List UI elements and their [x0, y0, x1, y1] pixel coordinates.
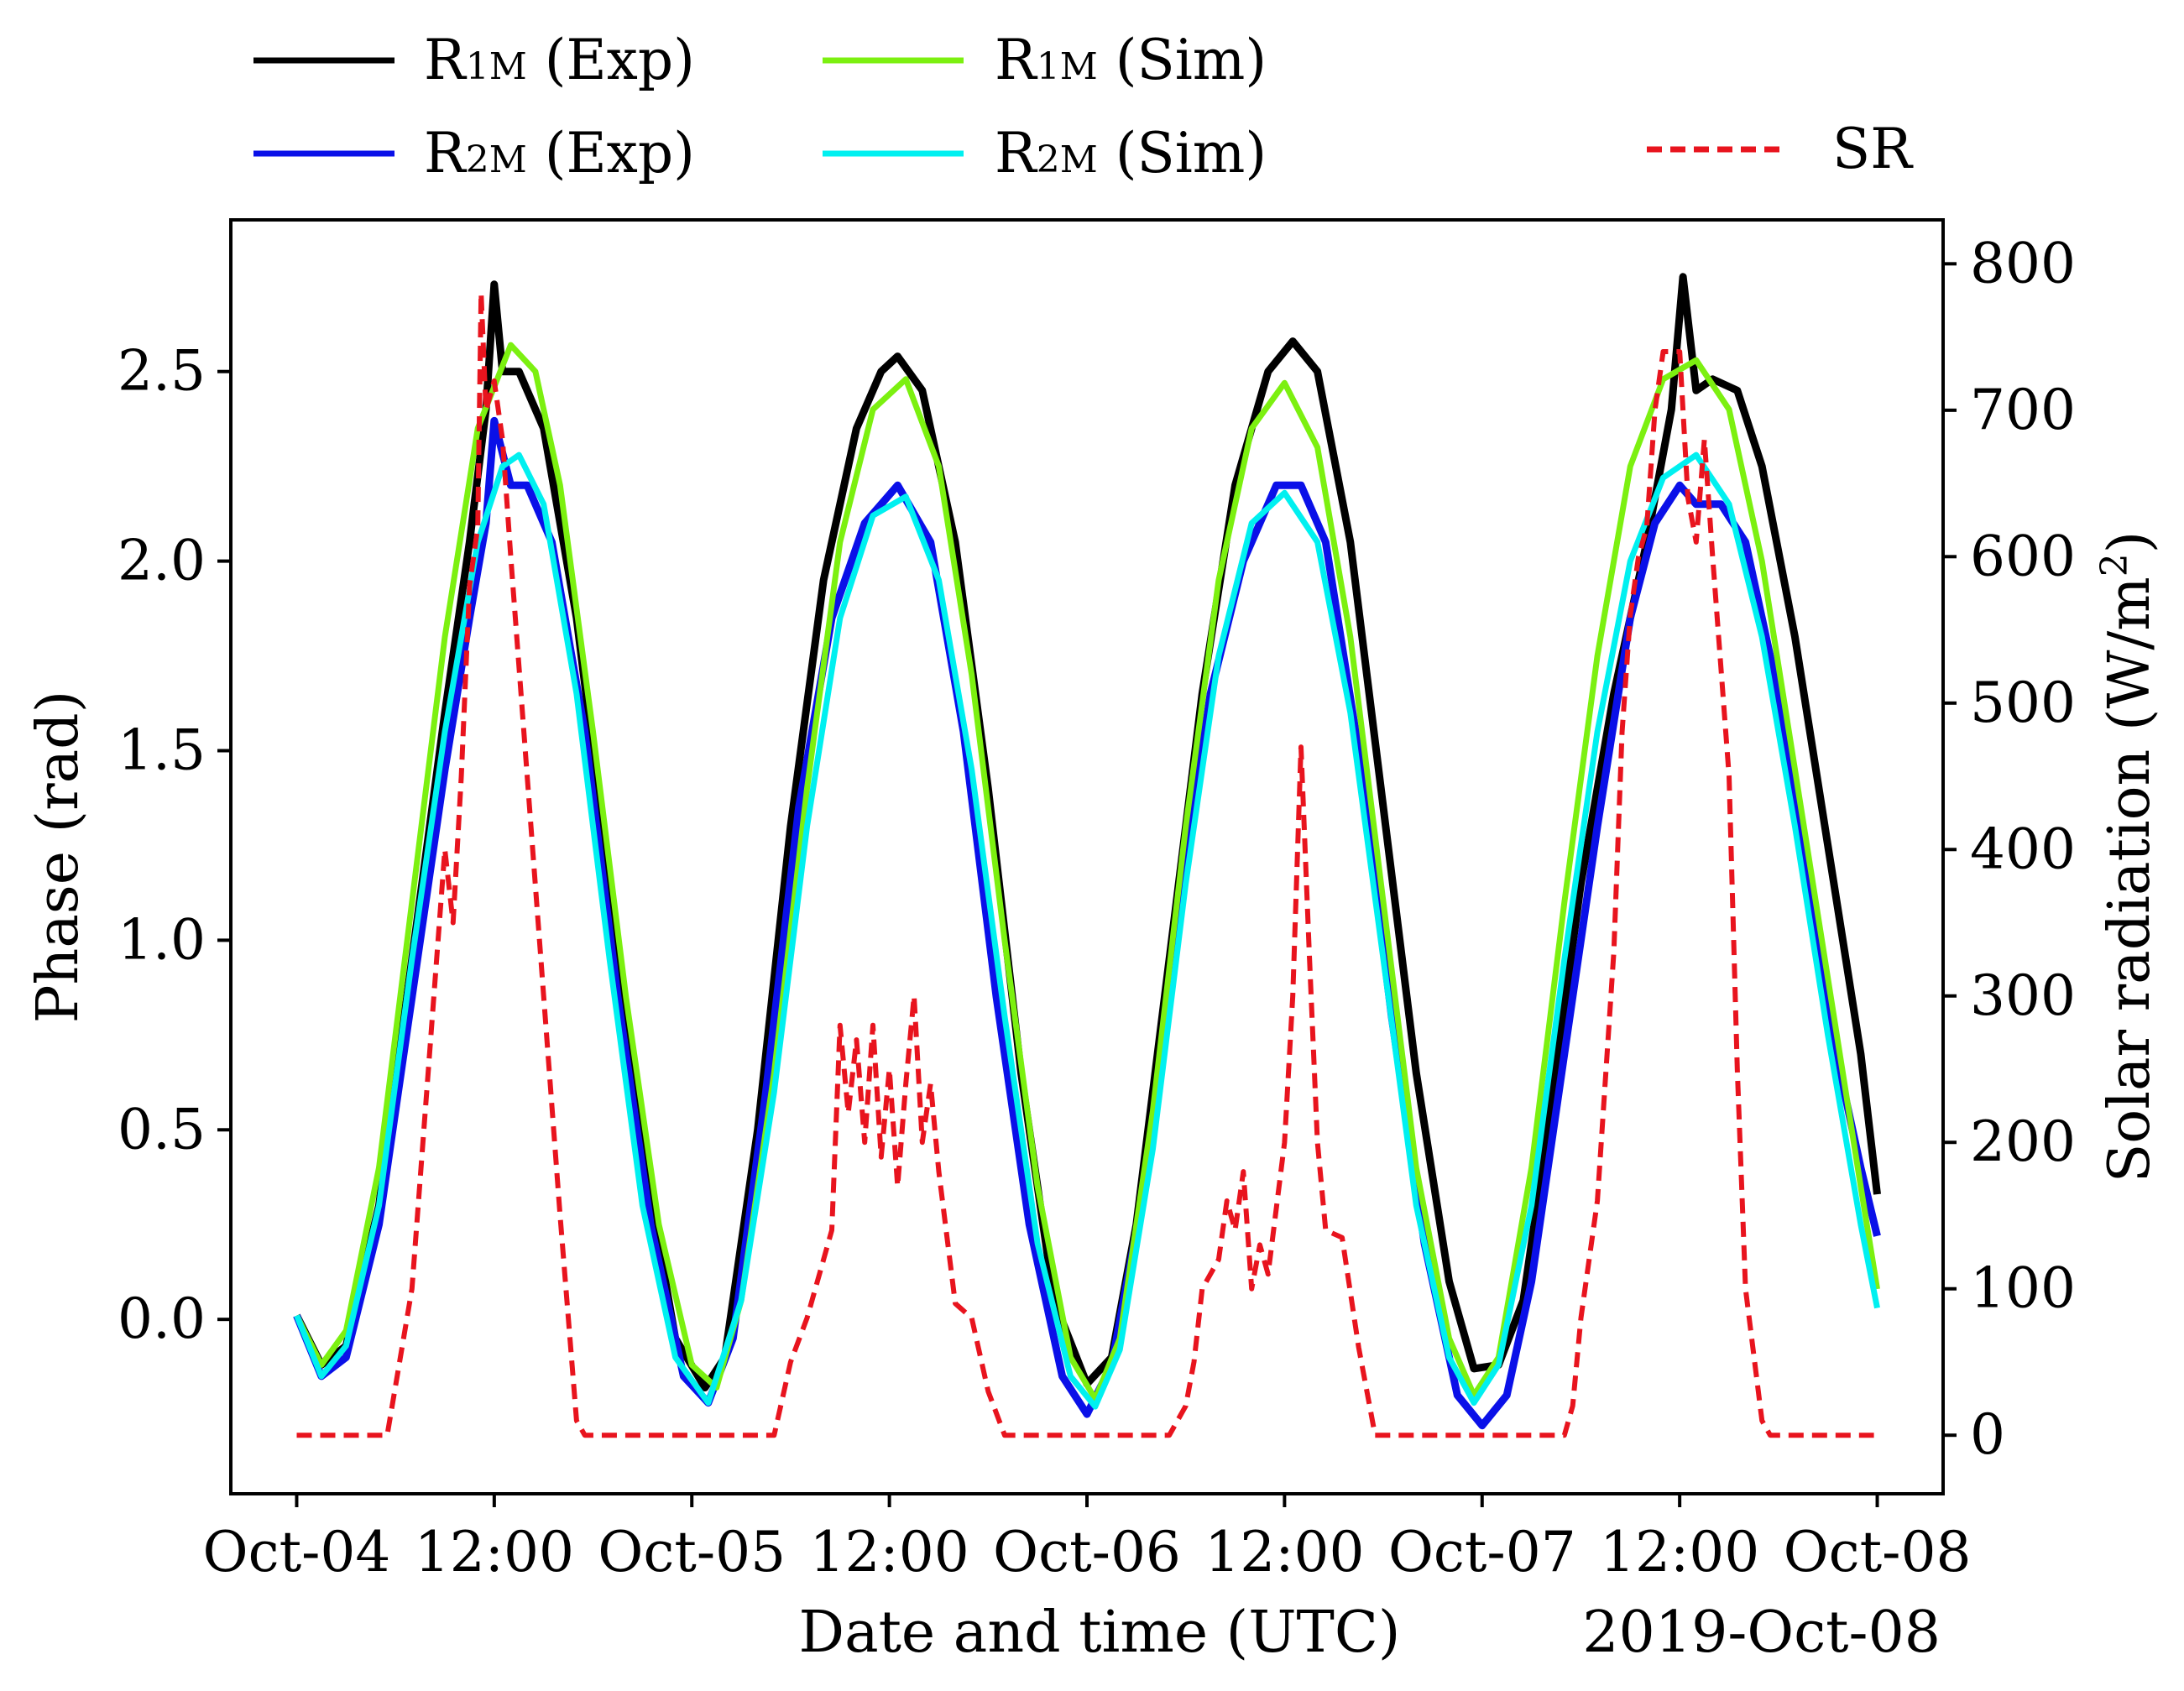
y-right-tick-label: 400	[1970, 817, 2076, 881]
legend-label-sr: SR	[1832, 117, 1914, 181]
legend-item-sr: SR	[1647, 117, 1914, 181]
y-tick-label: 2.5	[118, 339, 206, 404]
y-right-tick-label: 200	[1970, 1109, 2076, 1174]
y-right-tick-label: 700	[1970, 378, 2076, 442]
x-tick-label: Oct-08	[1784, 1520, 1972, 1584]
x-tick-label: Oct-05	[598, 1520, 786, 1584]
x-tick-label: 12:00	[415, 1520, 574, 1584]
x-tick-label: 12:00	[1204, 1520, 1364, 1584]
x-axis-secondary-label: 2019-Oct-08	[1582, 1600, 1941, 1666]
legend: R1M (Exp) R1M (Sim) R2M (Exp) R2M (Sim) …	[253, 28, 1914, 185]
series-line-r2m_sim	[294, 451, 1880, 1410]
legend-label-r1m-exp: R1M (Exp)	[424, 28, 695, 92]
y-tick-label: 0.5	[118, 1097, 206, 1161]
y-right-tick-label: 300	[1970, 963, 2076, 1028]
y-tick-label: 0.0	[118, 1287, 206, 1351]
series-layer	[293, 273, 1881, 1438]
x-axis-label: Date and time (UTC)	[799, 1600, 1401, 1666]
legend-label-r2m-sim: R2M (Sim)	[995, 121, 1267, 185]
legend-item-r1m-sim: R1M (Sim)	[823, 28, 1267, 92]
x-tick-label: Oct-06	[993, 1520, 1181, 1584]
series-line-r2m_exp	[293, 416, 1881, 1430]
series-line-sr	[296, 290, 1874, 1438]
legend-label-r1m-sim: R1M (Sim)	[995, 28, 1267, 92]
y-right-tick-label: 800	[1970, 231, 2076, 295]
y-tick-label: 1.0	[118, 907, 206, 972]
x-tick-label: Oct-07	[1388, 1520, 1576, 1584]
legend-item-r1m-exp: R1M (Exp)	[253, 28, 695, 92]
series-line-r1m_sim	[294, 342, 1880, 1402]
x-tick-label: 12:00	[810, 1520, 969, 1584]
y-right-tick-label: 100	[1970, 1256, 2076, 1321]
x-tick-label: 12:00	[1600, 1520, 1759, 1584]
x-tick-label: Oct-04	[203, 1520, 391, 1584]
legend-label-r2m-exp: R2M (Exp)	[424, 121, 695, 185]
y-right-tick-label: 500	[1970, 671, 2076, 735]
legend-item-r2m-exp: R2M (Exp)	[253, 121, 695, 185]
y-right-tick-label: 0	[1970, 1402, 2005, 1467]
y-axis-label: Phase (rad)	[25, 691, 91, 1023]
y-axis-right-label: Solar radiation (W/m2)	[2093, 531, 2163, 1183]
y-tick-label: 2.0	[118, 529, 206, 593]
legend-item-r2m-sim: R2M (Sim)	[823, 121, 1267, 185]
y-right-tick-label: 600	[1970, 524, 2076, 588]
ticks-layer: Oct-04 12:00 Oct-05 12:00 Oct-06 12:00 Oct-07 1…	[118, 231, 2076, 1584]
y-tick-label: 1.5	[118, 718, 206, 783]
